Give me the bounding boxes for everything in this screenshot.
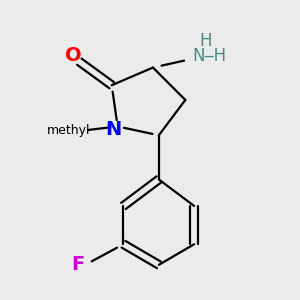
Text: ‒H: ‒H — [203, 47, 226, 65]
Text: O: O — [65, 46, 82, 65]
Text: H: H — [200, 32, 212, 50]
Text: N: N — [192, 47, 205, 65]
Text: methyl: methyl — [47, 124, 91, 137]
Text: F: F — [71, 255, 85, 274]
Text: N: N — [105, 120, 121, 139]
